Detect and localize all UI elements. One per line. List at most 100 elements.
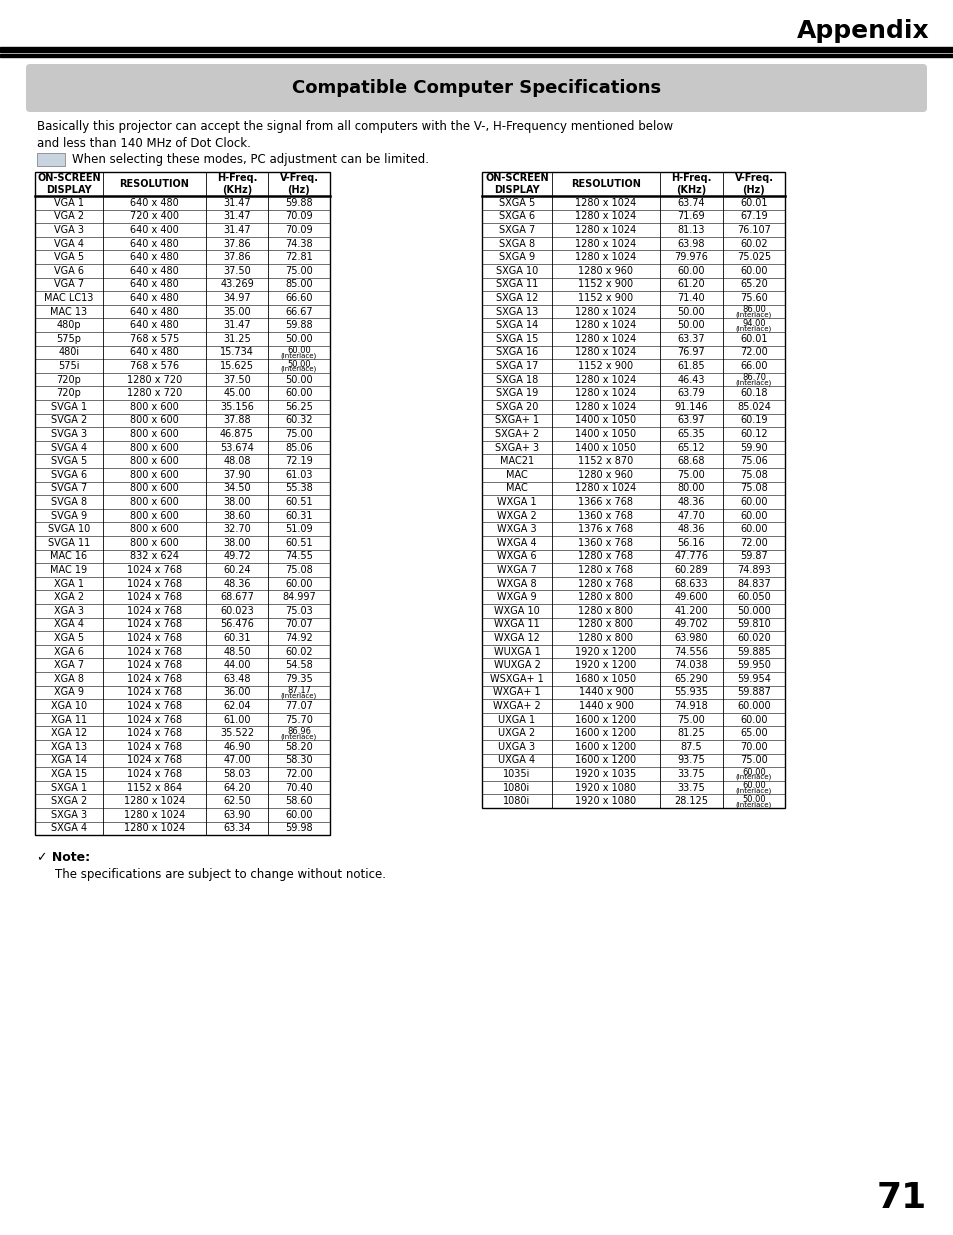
Text: 60.00: 60.00 — [740, 715, 767, 725]
Text: WXGA 4: WXGA 4 — [497, 537, 537, 548]
Text: 1280 x 1024: 1280 x 1024 — [575, 333, 636, 343]
Text: 32.70: 32.70 — [223, 524, 251, 535]
Text: 71.40: 71.40 — [677, 293, 704, 303]
Text: 1280 x 800: 1280 x 800 — [578, 593, 633, 603]
Text: 31.47: 31.47 — [223, 320, 251, 330]
Text: 87.5: 87.5 — [680, 742, 701, 752]
Text: 45.00: 45.00 — [223, 388, 251, 398]
Text: 37.90: 37.90 — [223, 469, 251, 480]
Text: 37.86: 37.86 — [223, 238, 251, 248]
Text: 93.75: 93.75 — [677, 756, 704, 766]
Text: SXGA 7: SXGA 7 — [498, 225, 535, 235]
Text: 75.08: 75.08 — [740, 483, 767, 494]
Text: SXGA 16: SXGA 16 — [496, 347, 537, 357]
Text: WUXGA 2: WUXGA 2 — [493, 661, 539, 671]
Text: SXGA 14: SXGA 14 — [496, 320, 537, 330]
Text: (Interlace): (Interlace) — [280, 352, 316, 359]
Text: SXGA 12: SXGA 12 — [496, 293, 537, 303]
Text: 94.00: 94.00 — [741, 319, 765, 329]
Text: SXGA 19: SXGA 19 — [496, 388, 537, 398]
Text: 60.01: 60.01 — [740, 198, 767, 207]
Text: 60.00: 60.00 — [740, 510, 767, 521]
Text: 61.03: 61.03 — [285, 469, 313, 480]
Text: 63.79: 63.79 — [677, 388, 704, 398]
Text: 63.48: 63.48 — [223, 674, 251, 684]
FancyBboxPatch shape — [26, 64, 926, 112]
Text: 1024 x 768: 1024 x 768 — [127, 661, 182, 671]
Text: XGA 5: XGA 5 — [54, 634, 84, 643]
Text: 47.776: 47.776 — [674, 551, 708, 562]
Text: 1280 x 1024: 1280 x 1024 — [575, 198, 636, 207]
Text: SXGA 1: SXGA 1 — [51, 783, 87, 793]
Bar — [0, 47, 953, 52]
Text: 59.88: 59.88 — [285, 320, 313, 330]
Text: 31.25: 31.25 — [223, 333, 251, 343]
Text: 61.20: 61.20 — [677, 279, 704, 289]
Text: SXGA 3: SXGA 3 — [51, 810, 87, 820]
Text: 60.00: 60.00 — [287, 346, 311, 356]
Text: 640 x 480: 640 x 480 — [130, 252, 178, 262]
Text: (Interlace): (Interlace) — [280, 693, 316, 699]
Text: 1152 x 870: 1152 x 870 — [578, 456, 633, 466]
Text: 60.020: 60.020 — [737, 634, 770, 643]
Text: 640 x 480: 640 x 480 — [130, 266, 178, 275]
Text: UXGA 4: UXGA 4 — [497, 756, 535, 766]
Text: 70.07: 70.07 — [285, 620, 313, 630]
Text: 75.00: 75.00 — [677, 469, 704, 480]
Text: 1440 x 900: 1440 x 900 — [578, 701, 633, 711]
Text: 640 x 480: 640 x 480 — [130, 198, 178, 207]
Text: RESOLUTION: RESOLUTION — [571, 179, 640, 189]
Text: 58.60: 58.60 — [285, 797, 313, 806]
Text: SXGA 6: SXGA 6 — [498, 211, 535, 221]
Text: SXGA 5: SXGA 5 — [498, 198, 535, 207]
Text: 74.918: 74.918 — [674, 701, 708, 711]
Text: 63.97: 63.97 — [677, 415, 704, 425]
Text: WXGA 6: WXGA 6 — [497, 551, 537, 562]
Text: XGA 4: XGA 4 — [54, 620, 84, 630]
Text: 1376 x 768: 1376 x 768 — [578, 524, 633, 535]
Text: WXGA 12: WXGA 12 — [494, 634, 539, 643]
Text: MAC LC13: MAC LC13 — [44, 293, 93, 303]
Text: SXGA 8: SXGA 8 — [498, 238, 535, 248]
Text: 75.08: 75.08 — [740, 469, 767, 480]
Text: 60.51: 60.51 — [285, 537, 313, 548]
Text: 53.674: 53.674 — [220, 442, 253, 452]
Text: 1600 x 1200: 1600 x 1200 — [575, 742, 636, 752]
Text: 84.837: 84.837 — [737, 579, 770, 589]
Text: MAC 16: MAC 16 — [51, 551, 88, 562]
Text: 60.00: 60.00 — [285, 810, 313, 820]
Text: 1280 x 1024: 1280 x 1024 — [124, 810, 185, 820]
Text: 720 x 400: 720 x 400 — [130, 211, 179, 221]
Text: 63.90: 63.90 — [223, 810, 251, 820]
Text: 1280 x 768: 1280 x 768 — [578, 551, 633, 562]
Text: 68.68: 68.68 — [677, 456, 704, 466]
Text: 1400 x 1050: 1400 x 1050 — [575, 442, 636, 452]
Text: 86.96: 86.96 — [287, 727, 311, 736]
Text: 63.98: 63.98 — [677, 238, 704, 248]
Text: 1280 x 960: 1280 x 960 — [578, 266, 633, 275]
Text: WXGA 10: WXGA 10 — [494, 606, 539, 616]
Text: 31.47: 31.47 — [223, 198, 251, 207]
Text: 72.00: 72.00 — [740, 537, 767, 548]
Text: 61.00: 61.00 — [223, 715, 251, 725]
Text: 59.98: 59.98 — [285, 824, 313, 834]
Text: 46.43: 46.43 — [677, 374, 704, 384]
Text: 1280 x 768: 1280 x 768 — [578, 564, 633, 576]
Text: 35.00: 35.00 — [223, 306, 251, 316]
Text: XGA 9: XGA 9 — [54, 688, 84, 698]
Text: 1035i: 1035i — [503, 769, 530, 779]
Text: V-Freq.
(Hz): V-Freq. (Hz) — [279, 173, 318, 195]
Text: 60.02: 60.02 — [740, 238, 767, 248]
Text: 58.30: 58.30 — [285, 756, 313, 766]
Text: 1280 x 1024: 1280 x 1024 — [124, 824, 185, 834]
Text: 1024 x 768: 1024 x 768 — [127, 688, 182, 698]
Text: 75.00: 75.00 — [285, 266, 313, 275]
Text: 75.03: 75.03 — [285, 606, 313, 616]
Text: 60.19: 60.19 — [740, 415, 767, 425]
Text: SVGA 9: SVGA 9 — [51, 510, 87, 521]
Text: ✓ Note:: ✓ Note: — [37, 851, 90, 864]
Text: MAC: MAC — [506, 469, 527, 480]
Text: 60.023: 60.023 — [220, 606, 253, 616]
Text: 75.70: 75.70 — [285, 715, 313, 725]
Text: 1024 x 768: 1024 x 768 — [127, 593, 182, 603]
